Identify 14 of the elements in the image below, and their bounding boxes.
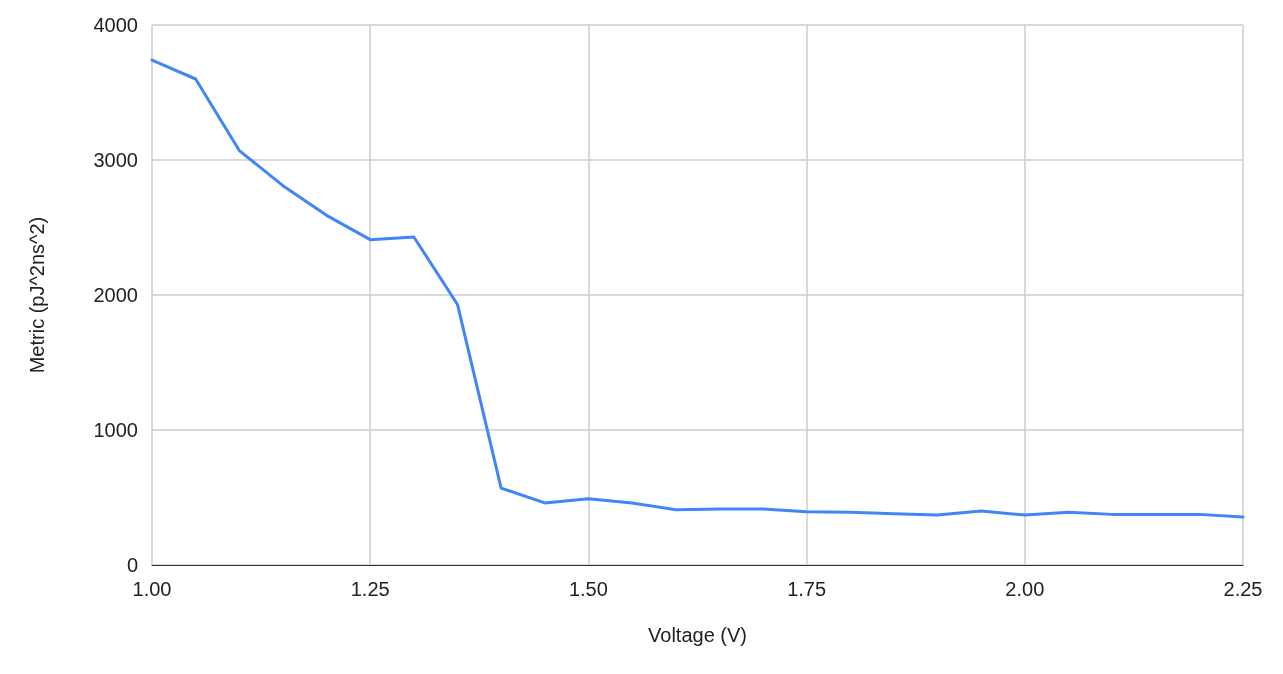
y-tick-label: 2000 xyxy=(93,284,138,306)
x-tick-label: 1.25 xyxy=(350,578,390,600)
x-tick-label: 1.00 xyxy=(132,578,172,600)
x-tick-label: 1.75 xyxy=(787,578,827,600)
y-axis-title: Metric (pJ^2ns^2) xyxy=(26,216,48,374)
x-tick-label: 2.00 xyxy=(1005,578,1045,600)
x-tick-label: 1.50 xyxy=(568,578,608,600)
y-tick-label: 4000 xyxy=(93,14,138,36)
y-tick-label: 0 xyxy=(126,554,138,576)
line-series xyxy=(150,58,1245,519)
y-tick-label: 1000 xyxy=(93,419,138,441)
y-tick-label: 3000 xyxy=(93,149,138,171)
x-axis-title: Voltage (V) xyxy=(648,624,747,646)
x-tick-label: 2.25 xyxy=(1223,578,1263,600)
